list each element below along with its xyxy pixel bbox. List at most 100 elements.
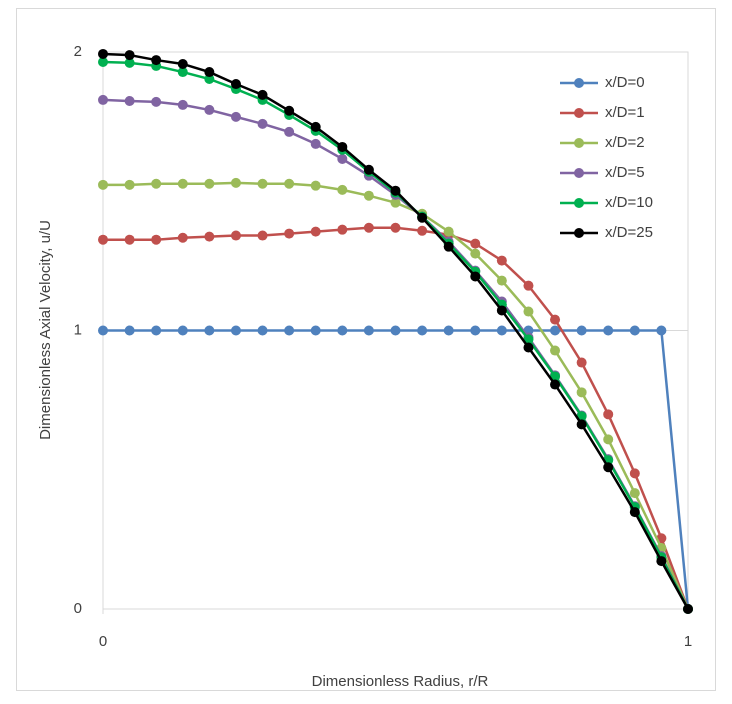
data-point [151,325,162,336]
data-point [204,104,215,115]
data-point [603,409,614,420]
data-point [550,325,561,336]
data-point [390,222,401,233]
y-axis-title: Dimensionless Axial Velocity, u/U [37,220,54,440]
data-point [257,118,268,129]
data-point [151,55,162,66]
data-point [310,138,321,149]
legend-marker [574,138,584,148]
data-point [523,280,534,291]
data-point [177,99,188,110]
data-point [496,255,507,266]
legend-marker [574,78,584,88]
data-point [257,325,268,336]
data-point [417,325,428,336]
data-point [124,325,135,336]
data-point [470,325,481,336]
data-point [496,305,507,316]
data-point [550,345,561,356]
data-point [337,325,348,336]
data-point [230,325,241,336]
data-point [284,126,295,137]
data-point [124,57,135,68]
legend-marker [574,228,584,238]
data-point [363,325,374,336]
data-point [310,180,321,191]
data-point [98,57,108,68]
data-point [177,58,188,69]
data-point [98,94,108,105]
data-point [257,89,268,100]
data-point [576,419,587,430]
data-point [230,177,241,188]
data-point [390,185,401,196]
legend-label: x/D=2 [605,134,645,151]
data-point [523,342,534,353]
data-point [177,178,188,189]
data-point [337,153,348,164]
legend-marker [574,168,584,178]
data-point [204,67,215,78]
data-point [496,325,507,336]
data-point [310,121,321,132]
data-point [603,434,614,445]
data-point [98,179,108,190]
data-point [124,50,135,61]
data-point [124,234,135,245]
data-point [470,271,481,282]
data-point [230,79,241,90]
legend-label: x/D=1 [605,104,645,121]
data-point [390,197,401,208]
data-point [576,325,587,336]
y-tick-label: 1 [74,321,82,338]
data-point [523,306,534,317]
data-point [257,178,268,189]
legend-label: x/D=25 [605,224,653,241]
data-point [230,111,241,122]
data-point [337,141,348,152]
legend-label: x/D=5 [605,164,645,181]
data-point [337,224,348,235]
data-point [656,556,667,567]
x-tick-label: 1 [684,633,692,650]
data-point [310,325,321,336]
data-point [443,325,454,336]
y-tick-label: 2 [74,43,82,60]
x-axis-title: Dimensionless Radius, r/R [312,673,489,690]
data-point [284,178,295,189]
data-point [603,325,614,336]
data-point [629,325,640,336]
data-point [284,105,295,116]
data-point [257,230,268,241]
data-point [576,357,587,368]
data-point [151,178,162,189]
data-point [470,248,481,259]
y-tick-label: 0 [74,600,82,617]
data-point [629,468,640,479]
data-point [656,325,667,336]
data-point [496,275,507,286]
chart-frame [16,8,716,691]
data-point [550,379,561,390]
data-point [177,325,188,336]
data-point [151,234,162,245]
data-point [550,314,561,325]
data-point [443,226,454,237]
data-point [417,225,428,236]
data-point [284,325,295,336]
data-point [204,74,215,85]
data-point [417,212,428,223]
data-point [204,325,215,336]
data-point [363,222,374,233]
data-point [337,184,348,195]
data-point [284,228,295,239]
data-point [177,67,188,78]
data-point [470,238,481,249]
x-tick-label: 0 [99,633,107,650]
data-point [310,226,321,237]
data-point [204,231,215,242]
data-point [204,178,215,189]
data-point [98,234,108,245]
data-point [124,96,135,107]
